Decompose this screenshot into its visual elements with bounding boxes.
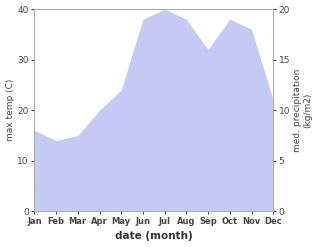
Y-axis label: med. precipitation
(kg/m2): med. precipitation (kg/m2) <box>293 68 313 152</box>
X-axis label: date (month): date (month) <box>115 231 193 242</box>
Y-axis label: max temp (C): max temp (C) <box>5 79 15 141</box>
